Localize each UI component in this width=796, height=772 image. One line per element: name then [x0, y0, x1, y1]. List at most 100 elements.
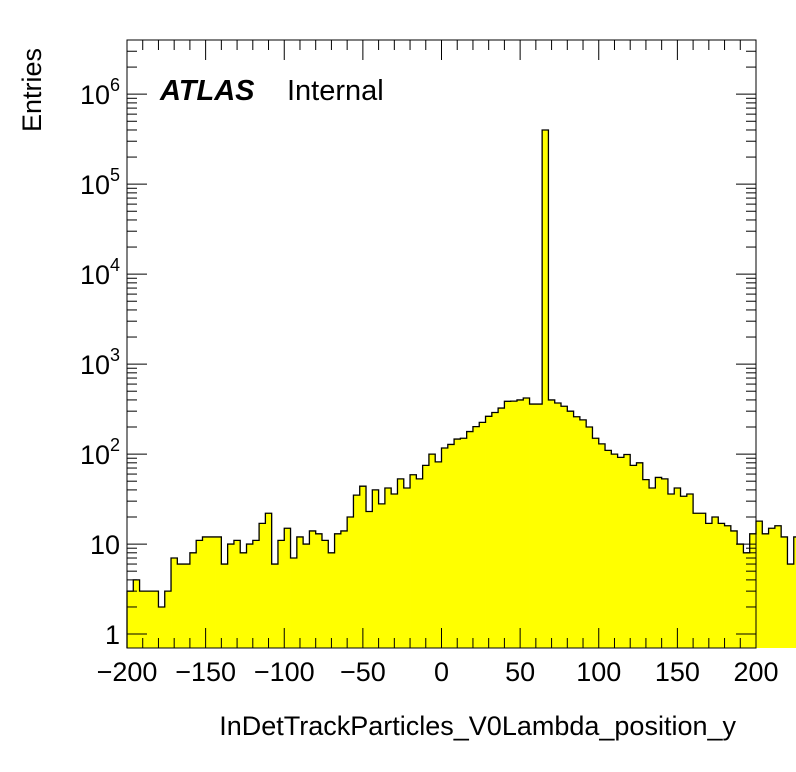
- histogram-bar: [441, 447, 449, 648]
- histogram-bar: [535, 404, 543, 648]
- histogram-bar: [397, 478, 405, 648]
- y-tick-label: 10: [90, 530, 120, 560]
- histogram-bar: [743, 552, 751, 648]
- histogram-bar: [303, 544, 310, 648]
- histogram-bar: [699, 513, 707, 648]
- y-tick-labels: 1 10 102 103 104 105 106: [80, 75, 120, 650]
- histogram-bar: [366, 511, 373, 648]
- histogram-bar: [290, 558, 298, 648]
- x-tick-label: −100: [254, 657, 315, 687]
- histogram-bar: [372, 489, 379, 648]
- histogram-bar: [504, 401, 512, 648]
- histogram-bar: [277, 540, 285, 648]
- histogram-bar: [271, 564, 279, 648]
- histogram-bar: [164, 591, 172, 648]
- histogram-bar: [667, 494, 675, 648]
- histogram-bar: [152, 591, 159, 648]
- histogram-bar: [623, 454, 631, 648]
- histogram-bar: [611, 454, 619, 648]
- histogram-bar: [724, 525, 732, 648]
- histogram-bar: [328, 552, 335, 648]
- y-tick-label: 106: [80, 75, 120, 110]
- histogram-bar: [561, 406, 568, 648]
- histogram-bar: [516, 399, 524, 648]
- histogram-bar: [196, 540, 203, 648]
- histogram-bar: [498, 408, 505, 648]
- histogram-bar: [410, 474, 417, 648]
- histogram-bar: [221, 564, 229, 648]
- histogram-bar: [617, 457, 625, 648]
- y-tick-label: 102: [80, 435, 120, 470]
- histogram-bar: [661, 478, 669, 648]
- x-tick-labels: −200 −150 −100 −50 0 50 100 150 200: [97, 657, 779, 687]
- x-tick-label: −50: [340, 657, 386, 687]
- histogram-bar: [642, 479, 650, 648]
- histogram-outline: [126, 129, 796, 648]
- x-tick-label: 50: [505, 657, 535, 687]
- histogram-bar: [428, 454, 436, 648]
- histogram-bar: [454, 439, 461, 648]
- histogram-bar: [171, 558, 178, 648]
- histogram-bar: [479, 422, 486, 648]
- histogram-bar: [208, 536, 216, 648]
- y-tick-label: 103: [80, 345, 120, 380]
- histogram-bar: [202, 536, 210, 648]
- histogram-bar: [296, 536, 304, 648]
- histogram-bar: [793, 536, 796, 648]
- histogram-bar: [636, 462, 644, 648]
- histogram-bar: [711, 516, 719, 648]
- histogram-bar: [189, 552, 197, 648]
- histogram-bar: [510, 401, 518, 648]
- histogram-bar: [460, 438, 468, 648]
- histogram-bar: [240, 552, 247, 648]
- histogram-bar: [133, 579, 140, 648]
- histogram-bar: [598, 443, 606, 648]
- histogram-bar: [774, 525, 782, 648]
- histogram-bar: [378, 503, 386, 648]
- histogram-bar: [680, 496, 688, 648]
- y-axis-title: Entries: [17, 48, 47, 132]
- histogram-bar: [145, 591, 153, 648]
- histogram-bar: [334, 533, 342, 648]
- histogram-bar: [177, 564, 185, 648]
- histogram-bar: [472, 426, 480, 648]
- histogram-bar: [737, 544, 744, 648]
- histogram-bar: [768, 528, 776, 648]
- histogram-bar: [265, 513, 273, 648]
- histogram-bar: [158, 606, 166, 648]
- histogram-bar: [787, 564, 795, 648]
- histogram-bar: [384, 487, 392, 648]
- histogram-bar: [491, 412, 499, 648]
- histogram-bars: [127, 129, 796, 648]
- histogram-bar: [309, 530, 317, 648]
- histogram-bar: [630, 465, 637, 648]
- histogram-bar: [756, 521, 763, 648]
- histogram-bar: [705, 523, 713, 648]
- histogram-bar: [586, 427, 593, 648]
- x-tick-label: −200: [97, 657, 158, 687]
- histogram-bar: [315, 533, 323, 648]
- y-tick-label: 1: [105, 620, 120, 650]
- histogram-bar: [579, 419, 587, 648]
- histogram-bar: [284, 528, 291, 648]
- histogram-bar: [762, 533, 769, 648]
- x-tick-label: 150: [655, 657, 700, 687]
- y-tick-label: 104: [80, 255, 120, 290]
- x-tick-label: 100: [576, 657, 621, 687]
- histogram-bar: [693, 513, 700, 648]
- histogram-bar: [340, 530, 348, 648]
- x-tick-label: 200: [733, 657, 778, 687]
- histogram-bar: [573, 416, 581, 648]
- histogram-bar: [227, 544, 235, 648]
- histogram-bar: [655, 477, 663, 648]
- axis-ticks: [126, 39, 757, 648]
- histogram-bar: [529, 404, 537, 648]
- histogram-bar: [718, 523, 725, 648]
- histogram-bar: [567, 411, 574, 648]
- histogram-bar: [215, 536, 222, 648]
- histogram-bar: [139, 591, 147, 648]
- histogram-bar: [649, 487, 656, 648]
- plot-frame: [126, 39, 757, 649]
- histogram-bar: [466, 431, 474, 648]
